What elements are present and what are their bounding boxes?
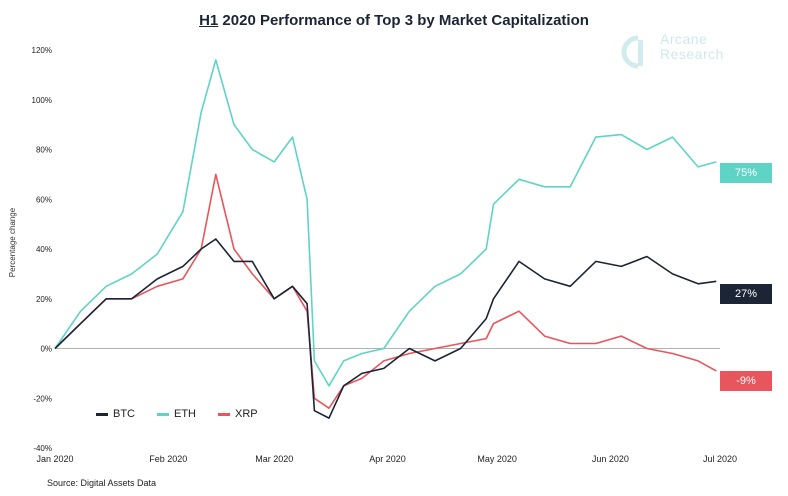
end-label-eth: 75% [720,163,772,183]
legend-item-eth: ETH [157,408,196,420]
y-tick-label: 120% [32,46,52,55]
y-tick-label: 60% [36,195,52,204]
source-note: Source: Digital Assets Data [47,478,157,488]
x-tick-label: May 2020 [477,454,517,464]
chart-title-text: 2020 Performance of Top 3 by Market Capi… [218,12,589,29]
legend-label-eth: ETH [174,408,196,420]
y-tick-label: 80% [36,146,52,155]
x-tick-label: Jul 2020 [703,454,737,464]
legend-swatch-eth [157,412,169,416]
arcane-logo-icon [621,35,643,69]
legend-swatch-xrp [218,412,230,416]
series-line-xrp [54,173,717,410]
brand-line2: Research [660,46,724,62]
series-line-btc [54,238,717,419]
y-tick-label: -40% [33,444,52,453]
y-tick-label: 0% [40,345,52,354]
chart-title: H1 2020 Performance of Top 3 by Market C… [0,12,788,29]
x-tick-label: Apr 2020 [369,454,406,464]
brand-name: Arcane Research [660,32,724,62]
series-line-eth [54,59,717,387]
x-tick-label: Feb 2020 [149,454,187,464]
legend-item-btc: BTC [96,408,135,420]
y-tick-label: 40% [36,245,52,254]
chart-title-period: H1 [199,12,219,29]
legend-label-btc: BTC [113,408,135,420]
legend-label-xrp: XRP [235,408,258,420]
y-tick-label: 100% [32,96,52,105]
y-tick-label: -20% [33,394,52,403]
brand-line1: Arcane [660,31,708,47]
end-label-btc: 27% [720,284,772,304]
end-label-xrp: -9% [720,371,772,391]
y-tick-label: 20% [36,295,52,304]
x-tick-label: Mar 2020 [255,454,293,464]
legend-item-xrp: XRP [218,408,258,420]
x-tick-label: Jan 2020 [36,454,73,464]
x-tick-label: Jun 2020 [592,454,629,464]
legend-swatch-btc [96,412,108,416]
legend: BTC ETH XRP [96,408,258,420]
